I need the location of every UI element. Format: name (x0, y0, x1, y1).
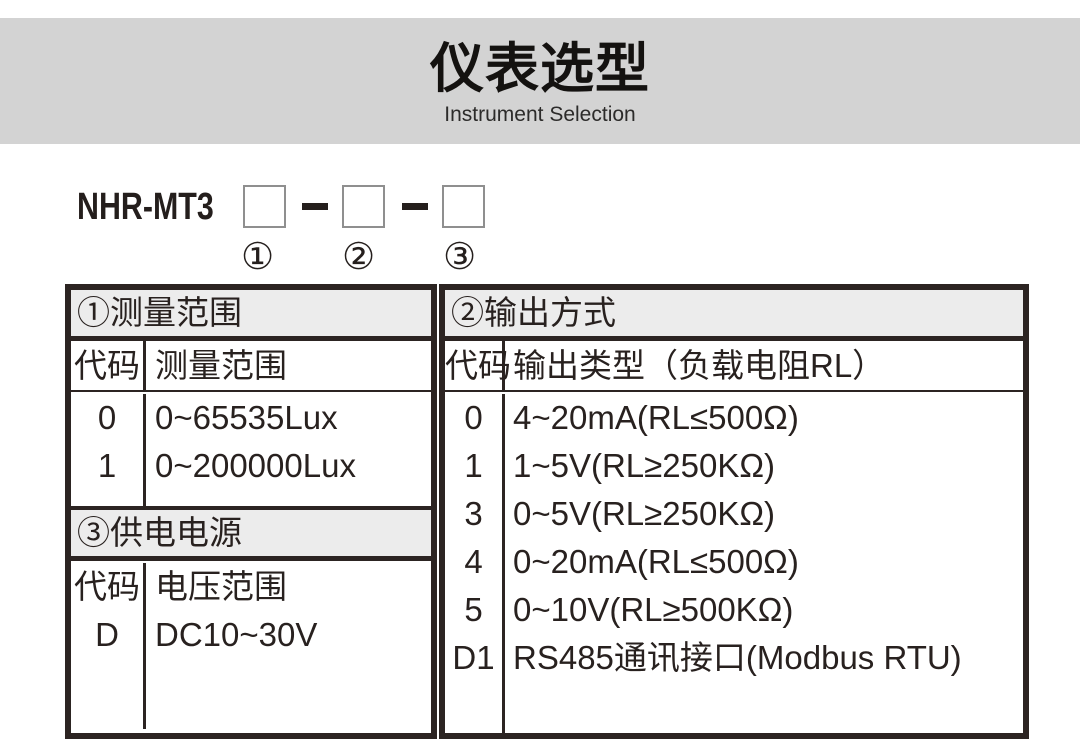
power-body: 代码 D 电压范围 DC10~30V (71, 561, 431, 729)
output-row-value: 0~10V(RL≥500KΩ) (513, 591, 794, 628)
banner: 仪表选型 Instrument Selection (0, 18, 1080, 144)
model-box-1 (243, 185, 286, 228)
page-title: 仪表选型 (430, 39, 650, 99)
range-row-value: 0~65535Lux (155, 399, 338, 436)
output-row-value: 0~20mA(RL≤500Ω) (513, 543, 799, 580)
output-row-code: 5 (464, 591, 483, 628)
output-row-code: 1 (464, 447, 483, 484)
output-row-value: RS485通讯接口(Modbus RTU) (513, 639, 962, 676)
position-marker-2: ② (342, 236, 376, 277)
dash-separator-icon (402, 203, 428, 210)
model-box-2 (342, 185, 385, 228)
range-body: 0 1 0~65535Lux 0~200000Lux (71, 392, 431, 510)
power-section-title: ③供电电源 (71, 510, 431, 561)
dash-separator-icon (302, 203, 328, 210)
output-header-row: 代码 输出类型（负载电阻RL） (445, 341, 1023, 392)
power-row-value: DC10~30V (155, 616, 318, 653)
power-col-code: 代码 (74, 568, 140, 605)
output-row-code: 3 (464, 495, 483, 532)
model-box-3 (442, 185, 485, 228)
range-row-code: 0 (97, 399, 117, 436)
output-col-type: 输出类型（负载电阻RL） (513, 347, 886, 384)
output-row-code: 4 (464, 543, 483, 580)
output-row-value: 0~5V(RL≥250KΩ) (513, 495, 776, 532)
output-body: 0 1 3 4 5 D1 4~20mA(RL≤500Ω) 1~5V(RL≥250… (445, 392, 1023, 733)
output-col-code: 代码 (445, 347, 511, 384)
table-output: ②输出方式 代码 输出类型（负载电阻RL） 0 1 3 4 5 D1 4~20m… (439, 284, 1029, 739)
output-row-code: D1 (452, 639, 495, 676)
output-row-code: 0 (464, 399, 483, 436)
range-col-range: 测量范围 (155, 347, 287, 384)
power-row-code: D (95, 616, 119, 653)
range-row-value: 0~200000Lux (155, 447, 356, 484)
range-header-row: 代码 测量范围 (71, 341, 431, 392)
range-section-title: ①测量范围 (71, 290, 431, 341)
output-section-title: ②输出方式 (445, 290, 1023, 341)
output-row-value: 4~20mA(RL≤500Ω) (513, 399, 799, 436)
table-range-and-power: ①测量范围 代码 测量范围 0 1 0~65535Lux 0~200000Lux… (65, 284, 437, 739)
position-marker-1: ① (241, 236, 275, 277)
position-marker-3: ③ (443, 236, 477, 277)
range-col-code: 代码 (74, 347, 140, 384)
power-col-voltage: 电压范围 (155, 568, 287, 605)
page-subtitle: Instrument Selection (444, 103, 636, 126)
model-prefix: NHR-MT3 (77, 186, 214, 228)
range-row-code: 1 (97, 447, 117, 484)
output-row-value: 1~5V(RL≥250KΩ) (513, 447, 776, 484)
